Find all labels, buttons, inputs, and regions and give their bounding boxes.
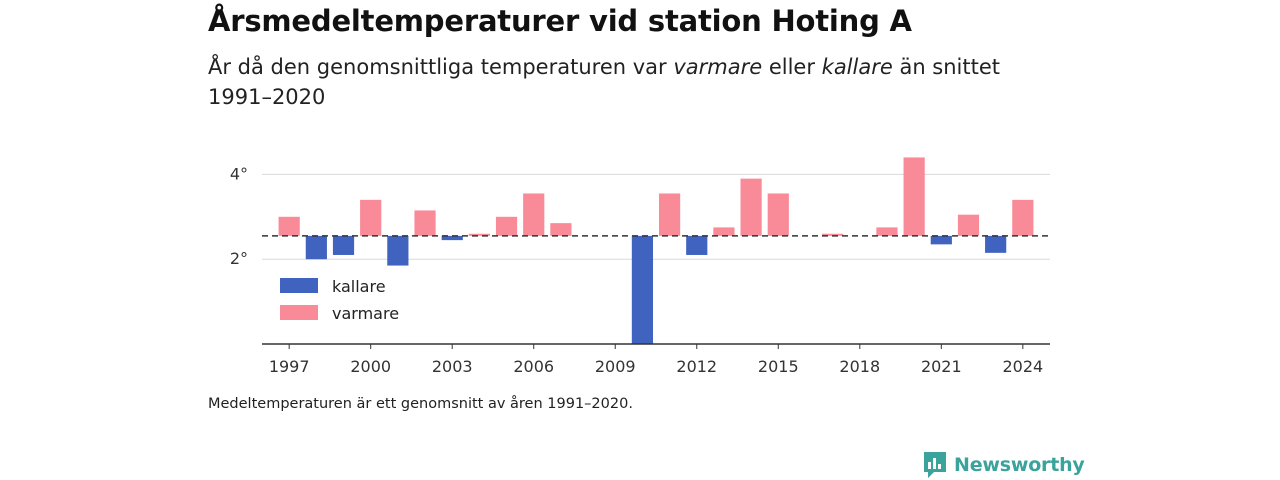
x-tick-label: 2009: [595, 357, 636, 376]
bar-2013: [713, 227, 735, 236]
x-tick-label: 2021: [921, 357, 962, 376]
bar-1998: [305, 235, 327, 260]
bar-2012: [686, 235, 708, 255]
legend-label-colder: kallare: [332, 277, 386, 296]
newsworthy-logo-icon: [924, 452, 946, 478]
bar-2011: [658, 193, 681, 236]
y-tick-label: 2°: [230, 249, 248, 268]
subtitle-part3: än snittet 1991–2020: [208, 55, 1001, 109]
x-tick-label: 2024: [1002, 357, 1043, 376]
x-tick-label: 2003: [432, 357, 473, 376]
subtitle-warmer: varmare: [673, 55, 763, 79]
legend: kallare varmare: [280, 277, 399, 323]
temperature-bar-chart: 2° 4° 1997 2000 2003 2006 2009 2012 2015 2018 202…: [230, 157, 1050, 376]
bar-1997: [278, 216, 300, 236]
bar-2007: [550, 223, 572, 236]
bar-2015: [767, 193, 789, 236]
x-tick-label: 2018: [839, 357, 880, 376]
subtitle-colder: kallare: [821, 55, 893, 79]
bar-2003: [441, 235, 463, 241]
bar-2019: [876, 227, 898, 236]
bars: [278, 157, 1034, 344]
brand-logo: Newsworthy: [922, 450, 1085, 480]
bar-2001: [387, 235, 409, 266]
brand-name: Newsworthy: [954, 454, 1085, 476]
subtitle-part1: År då den genomsnittliga temperaturen va…: [208, 55, 674, 79]
x-tick-label: 2000: [350, 357, 391, 376]
bar-2010: [631, 235, 654, 344]
bar-2000: [360, 199, 382, 236]
footnote: Medeltemperaturen är ett genomsnitt av å…: [208, 396, 633, 412]
bar-2005: [495, 216, 518, 236]
x-tick-label: 1997: [269, 357, 310, 376]
bar-2006: [523, 193, 545, 236]
chart-title: Årsmedeltemperaturer vid station Hoting …: [208, 4, 912, 38]
legend-swatch-colder: [280, 278, 318, 293]
legend-swatch-warmer: [280, 305, 318, 320]
legend-label-warmer: varmare: [332, 304, 399, 323]
x-tick-label: 2012: [676, 357, 717, 376]
bar-2023: [985, 235, 1007, 253]
bar-2020: [903, 157, 925, 236]
bar-2017: [822, 233, 844, 236]
bar-1999: [332, 235, 355, 255]
bar-2024: [1012, 199, 1034, 236]
bar-2002: [414, 210, 436, 236]
bar-2022: [957, 214, 980, 236]
subtitle-part2: eller: [762, 55, 822, 79]
bar-2004: [468, 233, 490, 236]
x-tick-label: 2006: [513, 357, 554, 376]
y-tick-label: 4°: [230, 164, 248, 183]
bar-2021: [930, 235, 952, 245]
chart-subtitle: År då den genomsnittliga temperaturen va…: [208, 52, 1028, 112]
bar-2014: [740, 178, 762, 236]
x-tick-label: 2015: [758, 357, 799, 376]
x-axis: 1997 2000 2003 2006 2009 2012 2015 2018 2021 2024: [262, 343, 1050, 376]
